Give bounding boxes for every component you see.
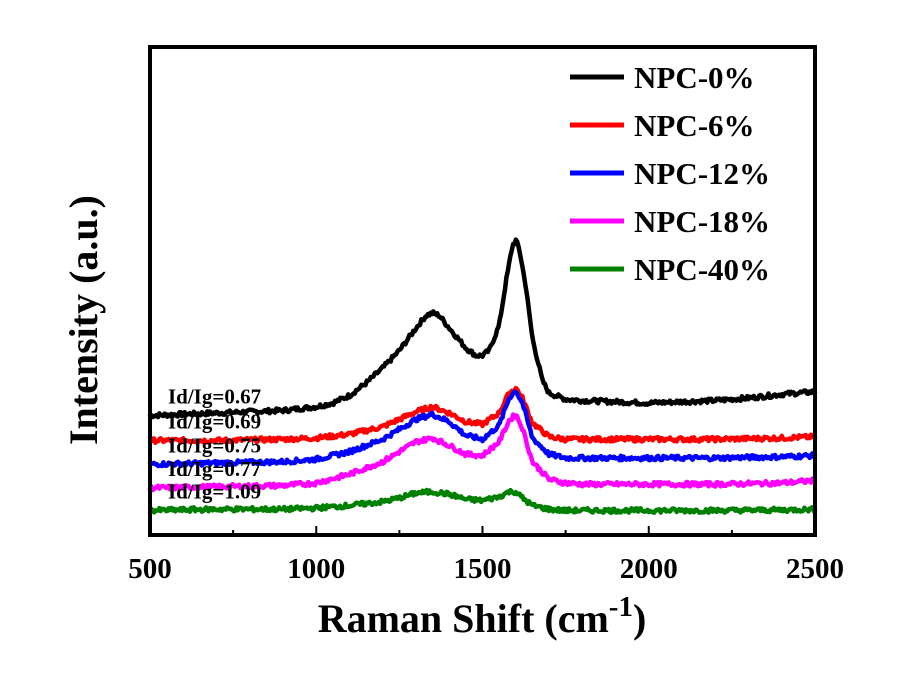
legend-label-npc-18: NPC-18% [634,204,770,239]
x-axis-title-superscript: -1 [609,591,633,623]
series-lines [147,237,818,515]
ratio-annotation-npc-40: Id/Ig=1.09 [168,480,261,504]
x-tick-label: 1500 [454,553,512,585]
series-line-npc-0 [147,237,818,420]
ratio-annotation-npc-12: Id/Ig=0.75 [168,433,261,457]
legend-label-npc-12: NPC-12% [634,156,770,191]
legend-label-npc-40: NPC-40% [634,252,770,287]
legend-label-npc-6: NPC-6% [634,108,755,143]
series-line-npc-18 [147,412,818,493]
ratio-annotation-npc-0: Id/Ig=0.67 [168,385,261,409]
x-axis-title: Raman Shift (cm-1) [318,591,647,641]
x-axis-title-close: ) [633,596,646,641]
ratio-annotations: Id/Ig=0.67Id/Ig=0.69Id/Ig=0.75Id/Ig=0.77… [168,385,261,504]
legend: NPC-0% NPC-6% NPC-12% NPC-18% NPC-40% [570,60,770,287]
x-tick-label: 1000 [287,553,345,585]
series-line-npc-6 [147,385,818,445]
y-axis-title: Intensity (a.u.) [61,195,106,445]
x-tick-label: 500 [128,553,172,585]
x-ticks: 500 1000 1500 2000 2500 [128,526,844,585]
x-tick-label: 2000 [620,553,678,585]
legend-label-npc-0: NPC-0% [634,60,755,95]
ratio-annotation-npc-6: Id/Ig=0.69 [168,410,261,434]
series-line-npc-12 [147,389,818,469]
series-line-npc-40 [147,487,818,515]
x-tick-label: 2500 [786,553,844,585]
ratio-annotation-npc-18: Id/Ig=0.77 [168,457,261,481]
